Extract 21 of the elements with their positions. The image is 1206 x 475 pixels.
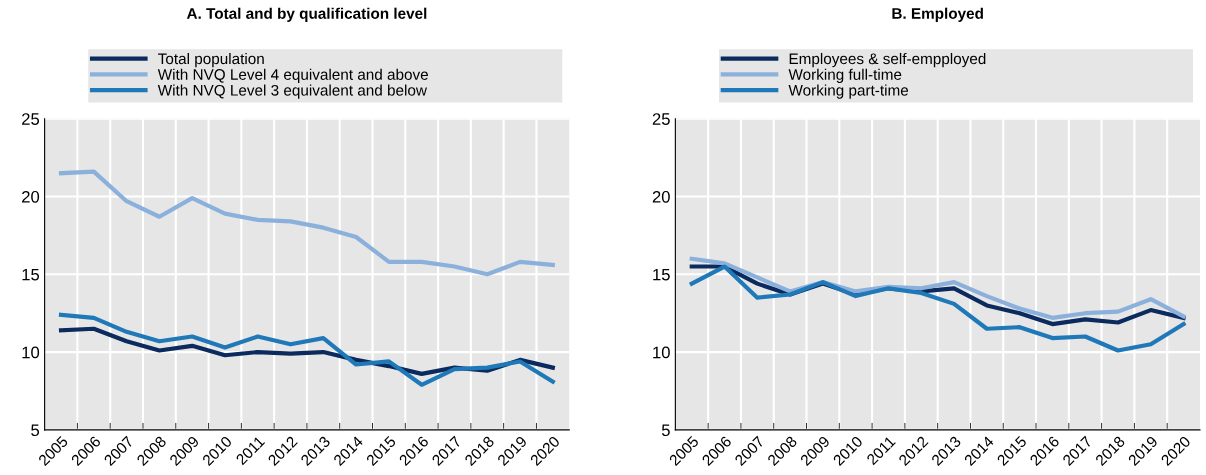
line-series — [689, 264, 1186, 353]
y-tick-label: 20 — [22, 190, 40, 203]
y-tick-label: 15 — [653, 268, 670, 281]
y-tick-label: 10 — [653, 346, 670, 359]
chart-title: A. Total and by qualification level — [186, 7, 427, 22]
line-series — [58, 169, 555, 277]
legend-label: Working full-time — [788, 68, 902, 83]
legend-label: With NVQ Level 4 equivalent and above — [157, 68, 428, 83]
y-tick-label: 5 — [661, 424, 670, 437]
y-tick-label: 10 — [22, 346, 40, 359]
y-tick-label: 15 — [22, 268, 40, 281]
legend-label: Employees & self-empployed — [789, 52, 986, 68]
y-tick-label: 5 — [31, 424, 40, 437]
line-series — [58, 312, 555, 387]
y-tick-label: 25 — [22, 113, 40, 125]
y-tick-label: 20 — [652, 190, 670, 203]
legend-label: Total population — [158, 52, 264, 68]
y-tick-label: 25 — [652, 113, 670, 125]
legend-label: Working part-time — [788, 84, 909, 99]
chart-title: B. Employed — [892, 7, 983, 22]
legend-label: With NVQ Level 3 equivalent and below — [157, 84, 427, 99]
